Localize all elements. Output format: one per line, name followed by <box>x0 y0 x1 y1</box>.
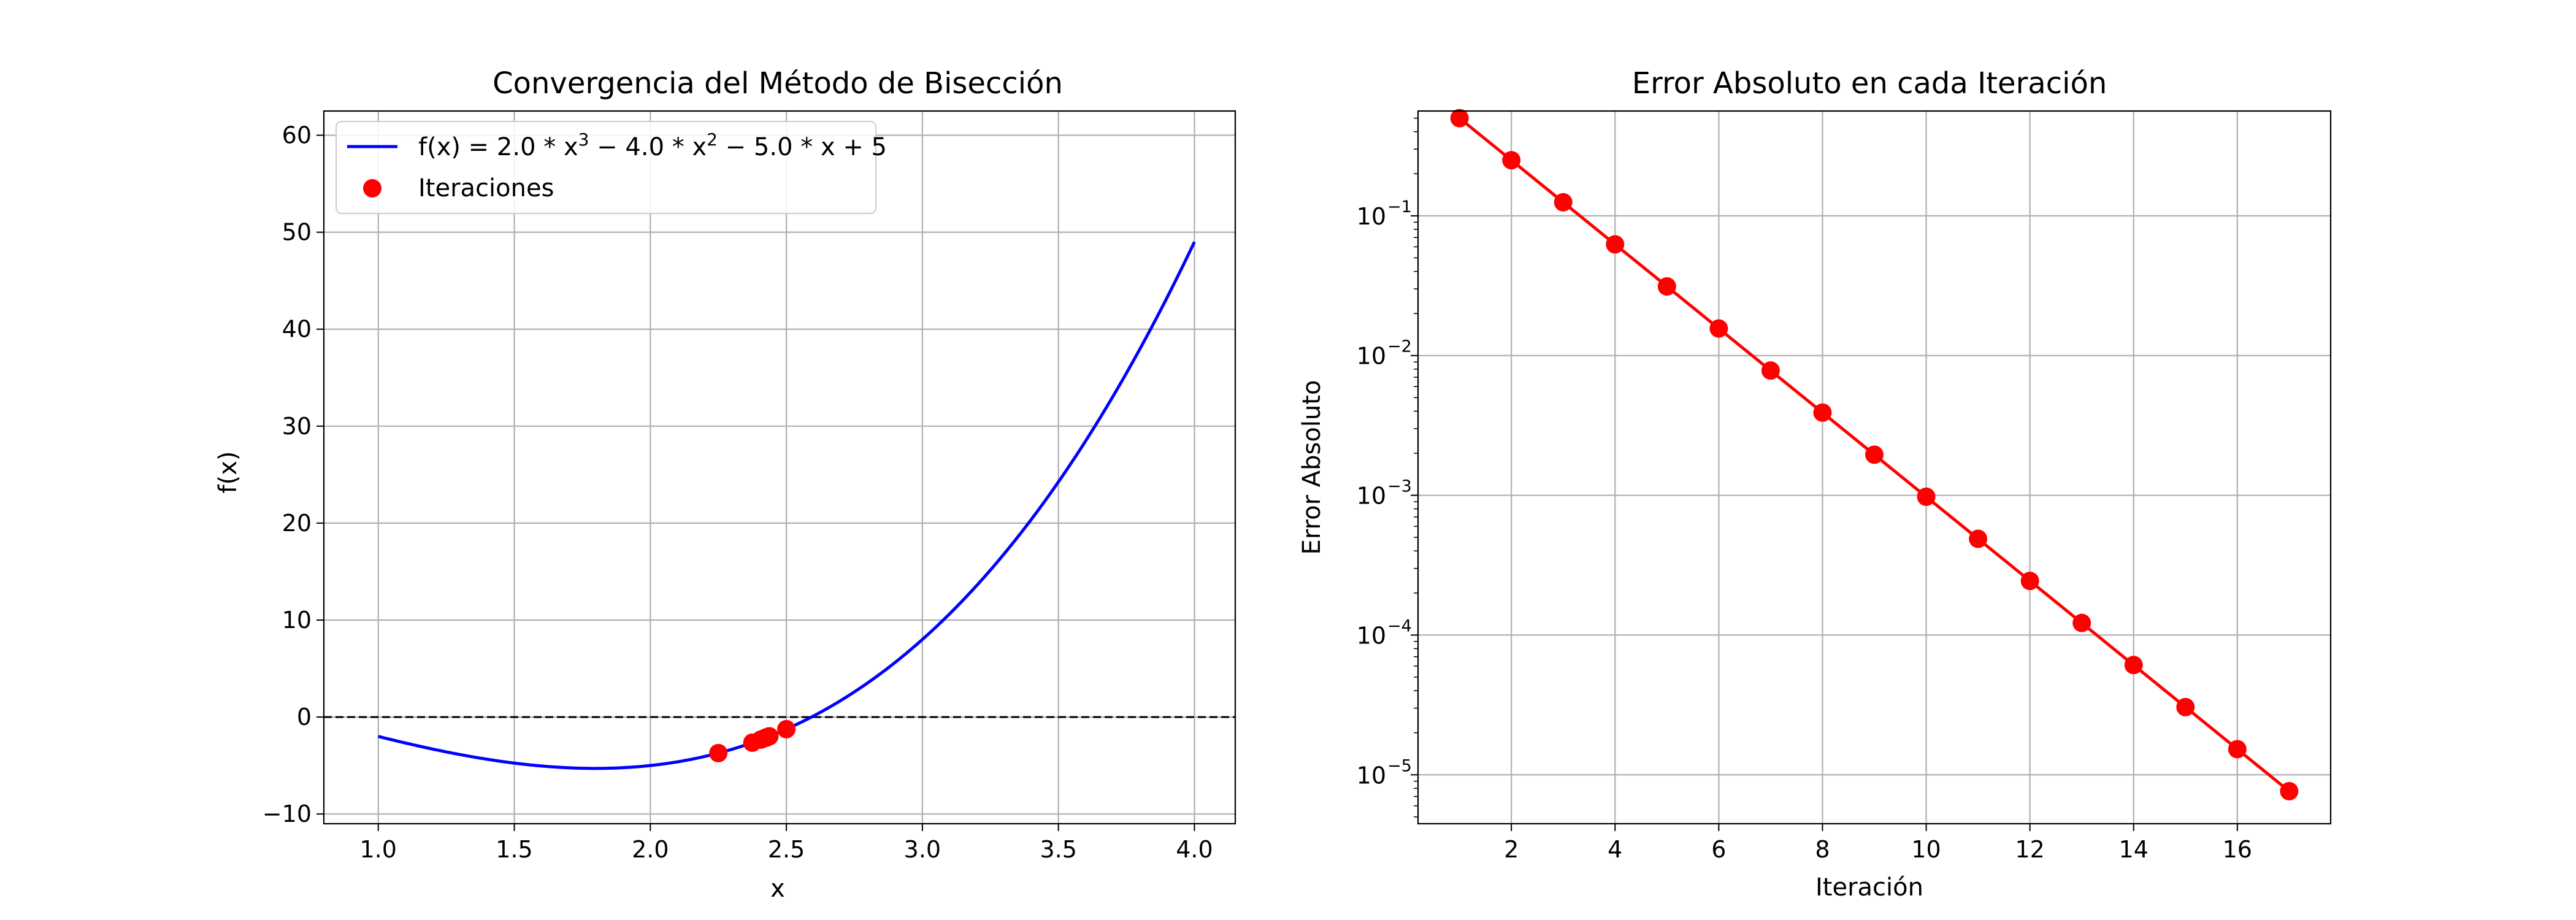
error-point <box>2124 656 2143 675</box>
bisection-convergence-chart: Convergencia del Método de Bisección x f… <box>214 66 1236 903</box>
y-tick-label: 20 <box>282 510 312 537</box>
x-tick-label: 6 <box>1711 836 1726 863</box>
iteration-point <box>777 719 796 738</box>
x-tick-label: 2 <box>1504 836 1519 863</box>
x-tick-label: 2.5 <box>768 836 805 863</box>
y-tick-label: 10 <box>1357 203 1386 230</box>
y-tick-label: 50 <box>282 219 312 246</box>
error-point <box>2228 740 2247 759</box>
error-point <box>1554 193 1573 212</box>
error-point <box>1450 109 1469 128</box>
legend-marker-swatch <box>363 179 381 197</box>
y-axis-label: f(x) <box>214 451 242 494</box>
x-tick-label: 12 <box>2015 836 2044 863</box>
y-tick-label: 60 <box>282 122 312 149</box>
x-tick-label: 3.0 <box>904 836 941 863</box>
x-tick-label: 16 <box>2223 836 2252 863</box>
x-tick-label: 14 <box>2119 836 2149 863</box>
y-tick-label-exponent: −4 <box>1387 616 1412 635</box>
error-point <box>1865 445 1884 464</box>
y-tick-label-exponent: −3 <box>1387 477 1412 496</box>
error-point <box>1709 319 1728 338</box>
error-point <box>2176 697 2195 716</box>
y-tick-label: 10 <box>282 607 312 634</box>
y-tick-label: −10 <box>263 800 312 827</box>
error-point <box>2072 613 2091 632</box>
iteration-point <box>757 728 776 747</box>
plot-frame <box>323 110 1236 825</box>
x-tick-label: 4 <box>1608 836 1622 863</box>
error-point <box>2020 572 2039 591</box>
y-tick-label-exponent: −1 <box>1387 197 1412 217</box>
error-point <box>1657 277 1676 296</box>
legend-box <box>335 121 876 214</box>
absolute-error-chart: Error Absoluto en cada Iteración Iteraci… <box>1298 66 2332 902</box>
legend-label: Iteraciones <box>418 174 554 202</box>
error-point <box>1606 235 1625 254</box>
error-point <box>1813 403 1832 422</box>
x-axis-label: Iteración <box>1815 873 1923 902</box>
y-tick-label: 30 <box>282 413 312 440</box>
legend-label: f(x) = 2.0 * x3 − 4.0 * x2 − 5.0 * x + 5 <box>418 129 887 161</box>
y-tick-label: 10 <box>1357 343 1386 370</box>
y-tick-label: 10 <box>1357 622 1386 649</box>
y-tick-label: 40 <box>282 316 312 343</box>
error-point <box>1917 487 1936 506</box>
x-tick-label: 3.5 <box>1040 836 1076 863</box>
x-tick-label: 10 <box>1911 836 1941 863</box>
chart-title: Error Absoluto en cada Iteración <box>1632 66 2107 101</box>
error-point <box>1502 151 1521 170</box>
legend: f(x) = 2.0 * x3 − 4.0 * x2 − 5.0 * x + 5… <box>335 121 887 214</box>
y-tick-label-exponent: −2 <box>1387 337 1412 356</box>
x-tick-label: 1.5 <box>496 836 532 863</box>
iteration-point <box>709 743 728 762</box>
error-point <box>1969 529 1988 548</box>
y-axis-label: Error Absoluto <box>1298 380 1326 555</box>
plot-frame <box>1417 110 2332 825</box>
y-tick-label: 10 <box>1357 483 1386 510</box>
x-tick-label: 2.0 <box>632 836 669 863</box>
y-tick-label: 10 <box>1357 762 1386 789</box>
x-tick-label: 8 <box>1815 836 1830 863</box>
x-tick-label: 1.0 <box>359 836 396 863</box>
error-point <box>2280 782 2299 801</box>
error-point <box>1761 361 1780 380</box>
x-tick-label: 4.0 <box>1176 836 1213 863</box>
y-tick-label: 0 <box>297 703 312 730</box>
chart-title: Convergencia del Método de Bisección <box>493 66 1063 101</box>
x-axis-label: x <box>770 875 785 903</box>
y-tick-label-exponent: −5 <box>1387 756 1412 775</box>
